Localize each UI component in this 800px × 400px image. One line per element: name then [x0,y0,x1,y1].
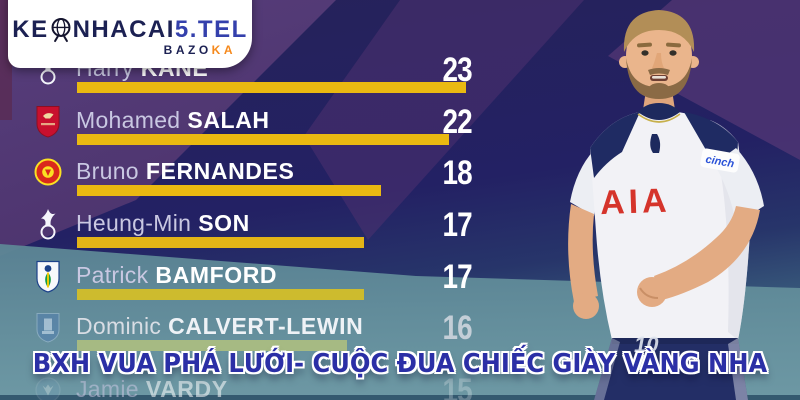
player-first-name: Heung-Min [76,210,192,236]
brand-suffix: NHACAI [72,16,175,43]
tagline-accent: KA [211,43,236,57]
player-last-name: FERNANDES [145,158,295,184]
goals-count: 18 [442,154,473,192]
player-last-name: VARDY [145,376,228,400]
goals-count: 15 [442,372,473,400]
player-first-name: Dominic [76,313,162,339]
globe-mascot-icon [50,17,72,43]
brand-accent: 5.TEL [174,16,248,43]
brand-name: KE NHACAI 5.TEL [8,16,252,44]
player-photo: AIA cinch 10 [568,10,764,400]
player-first-name: Patrick [76,262,149,288]
scorer-row: Bruno FERNANDES 18 [0,154,800,204]
goals-bar [77,185,381,196]
player-last-name: SON [198,210,250,236]
player-name: Jamie VARDY [76,376,228,400]
sleeve-sponsor-text: cinch [705,154,736,171]
player-name: Bruno FERNANDES [76,158,294,185]
leeds-badge-icon [33,259,63,293]
goals-bar [77,237,364,248]
player-first-name: Jamie [76,376,139,400]
player-name: Patrick BAMFORD [76,262,277,289]
brand-tagline: BAZOKA [164,43,236,57]
liverpool-badge-icon [33,104,63,138]
leicester-badge-icon [33,373,63,400]
hair [623,10,695,52]
background-bottom-strip [0,395,800,400]
scorer-row: Heung-Min SON 17 [0,206,800,256]
shirt-sponsor-text: AIA [599,182,671,222]
collar [638,103,680,120]
everton-badge-icon [33,310,63,344]
player-first-name: Bruno [76,158,139,184]
goals-bar [77,134,449,145]
scorer-row: Mohamed SALAH 22 [0,103,800,153]
player-first-name: Mohamed [76,107,181,133]
beard [626,58,692,99]
man-united-badge-icon [33,155,63,189]
player-name: Mohamed SALAH [76,107,270,134]
player-name: Dominic CALVERT-LEWIN [76,313,363,340]
scorer-row: Patrick BAMFORD 17 [0,258,800,308]
player-last-name: CALVERT-LEWIN [168,313,364,339]
player-last-name: BAMFORD [155,262,278,288]
scorer-row: Jamie VARDY 15 [0,372,800,400]
scorer-row: Dominic CALVERT-LEWIN 16 [0,309,800,359]
headline-banner: BXH VUA PHÁ LƯỚI- CUỘC ĐUA CHIẾC GIÀY VÀ… [32,349,768,379]
player-last-name: SALAH [187,107,270,133]
tagline-dark: BAZO [163,43,212,57]
goals-bar [77,289,364,300]
shirt [590,112,750,340]
fist [637,277,667,307]
shorts [594,338,748,400]
shorts-number: 10 [634,332,659,357]
sleeve-sponsor-patch: cinch [700,148,740,173]
tottenham-badge-icon [33,207,63,241]
goals-count: 17 [442,206,473,244]
player-name: Heung-Min SON [76,210,250,237]
goals-count: 22 [442,103,473,141]
goals-bar [77,340,347,351]
goals-count: 16 [442,309,473,347]
goals-bar [77,82,466,93]
brand-prefix: KE [12,16,49,43]
brand-logo-card: KE NHACAI 5.TEL BAZOKA [8,0,252,68]
goals-count: 23 [442,51,473,89]
goals-count: 17 [442,258,473,296]
club-crest [650,134,661,153]
